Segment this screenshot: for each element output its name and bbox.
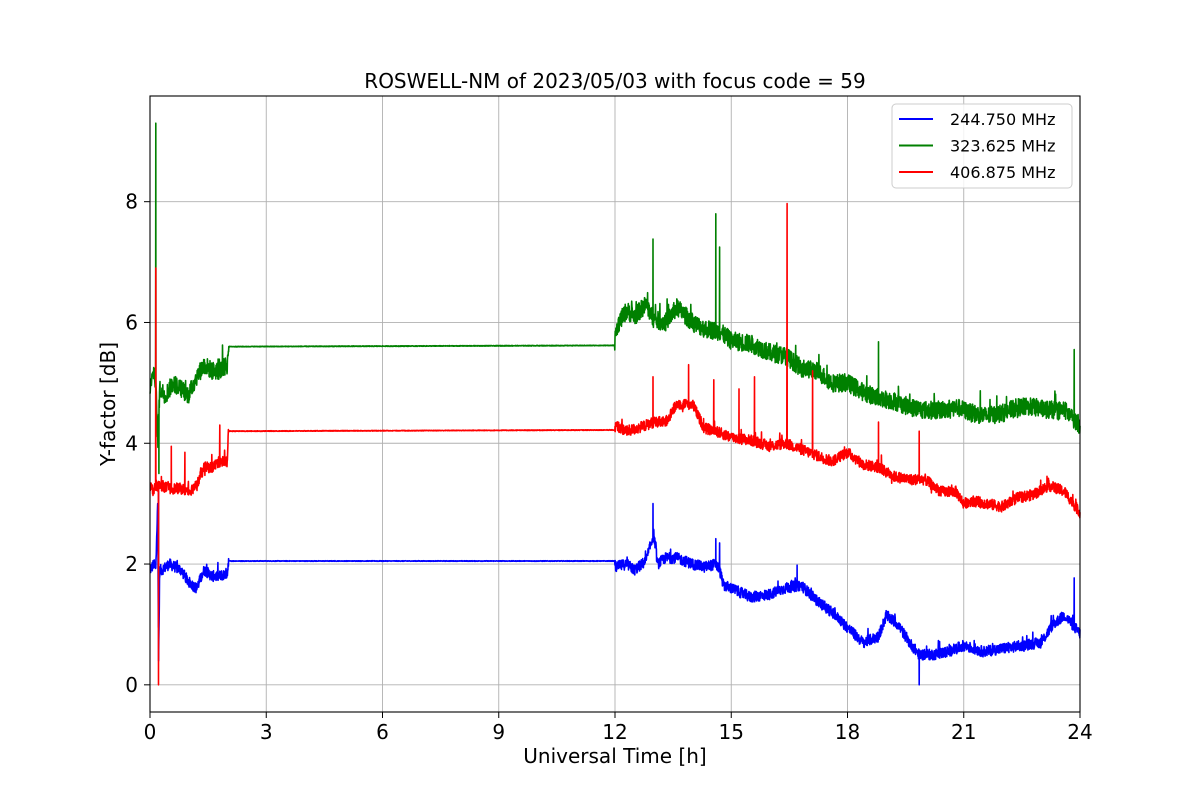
y-axis-label: Y-factor [dB] (96, 342, 120, 467)
x-axis-label: Universal Time [h] (523, 744, 706, 768)
x-tick-label: 24 (1067, 720, 1092, 744)
legend-label: 323.625 MHz (950, 137, 1055, 156)
x-tick-label: 6 (376, 720, 389, 744)
series-line-0 (149, 490, 1081, 686)
series-line-2 (149, 202, 1081, 686)
x-tick-label: 15 (719, 720, 744, 744)
x-axis: 0 3 6 9 12 15 18 21 24 (144, 712, 1093, 744)
legend: 244.750 MHz 323.625 MHz 406.875 MHz (891, 103, 1073, 189)
legend-label: 406.875 MHz (950, 163, 1055, 182)
chart-title: ROSWELL-NM of 2023/05/03 with focus code… (364, 69, 865, 93)
x-tick-label: 0 (144, 720, 157, 744)
y-tick-label: 8 (125, 190, 138, 214)
y-tick-label: 0 (125, 673, 138, 697)
y-tick-label: 6 (125, 310, 138, 334)
series-line-1 (149, 122, 1081, 475)
y-axis: 0 2 4 6 8 (125, 190, 150, 697)
x-tick-label: 9 (492, 720, 505, 744)
legend-label: 244.750 MHz (950, 110, 1055, 129)
y-tick-label: 4 (125, 431, 138, 455)
y-tick-label: 2 (125, 552, 138, 576)
legend-box (891, 103, 1073, 189)
x-tick-label: 3 (260, 720, 273, 744)
x-tick-label: 18 (835, 720, 860, 744)
x-tick-label: 12 (602, 720, 627, 744)
x-tick-label: 21 (951, 720, 976, 744)
series-layer (149, 122, 1081, 686)
